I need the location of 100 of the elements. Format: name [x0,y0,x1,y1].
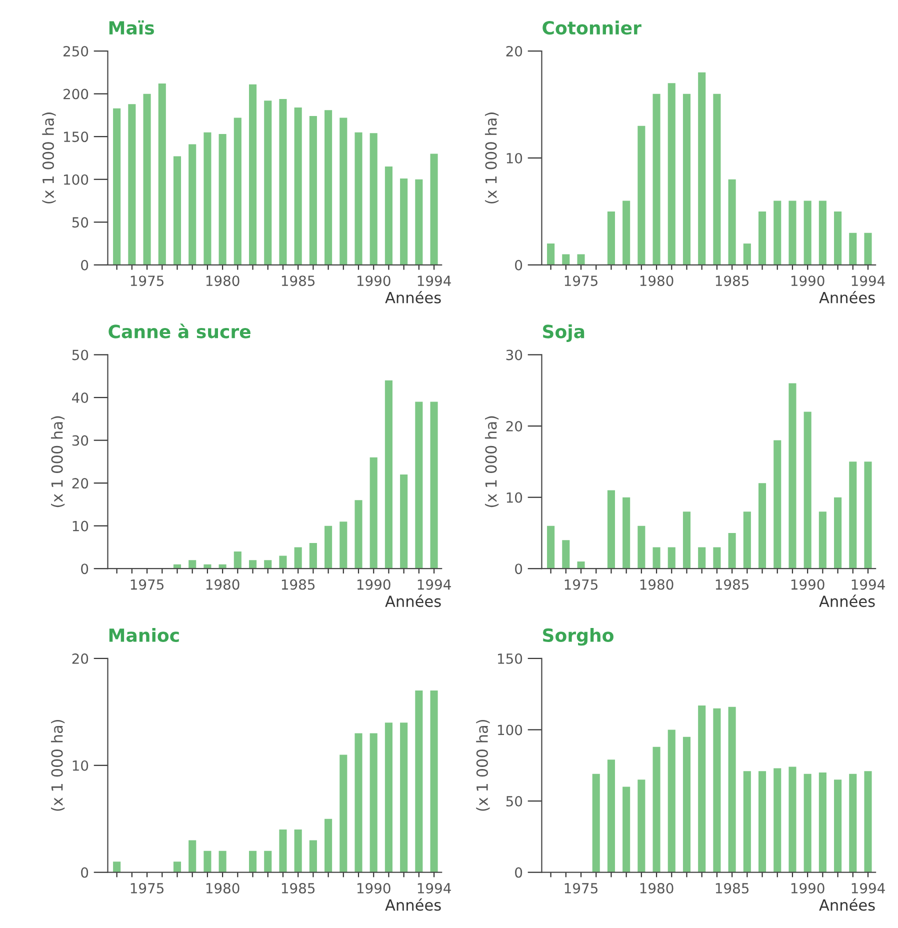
y-tick-label: 250 [64,46,88,57]
bar [430,402,438,569]
x-tick-label: 1975 [564,276,598,286]
bar [234,552,242,569]
y-tick-label: 20 [72,478,88,489]
bar [774,200,782,265]
bar [204,850,212,872]
bar [354,500,362,569]
y-tick-label: 0 [81,260,88,270]
bar [652,547,660,569]
bar [652,94,660,265]
bar [384,166,392,265]
bar [728,179,736,265]
bar [415,402,423,569]
bar [248,84,257,265]
y-axis-title: (x 1 000 ha) [42,112,56,204]
bar [668,547,676,569]
y-axis-title: (x 1 000 ha) [50,720,65,811]
x-tick-label: 1985 [716,579,749,590]
bar [804,412,812,569]
y-tick-label: 0 [515,564,522,574]
y-tick-label: 50 [506,796,522,807]
bar [309,840,317,872]
x-tick-label: 1975 [130,882,164,894]
bar [400,474,408,569]
bar [415,179,423,265]
bar [818,200,826,265]
x-tick-label: 1975 [130,579,164,590]
bar [622,497,630,569]
chart-title: Manioc [109,628,179,642]
x-tick-label: 1985 [282,276,315,286]
y-tick-label: 100 [498,724,522,736]
y-tick-label: 20 [506,421,522,432]
bar [713,708,721,872]
y-tick-label: 10 [506,152,522,164]
y-tick-label: 100 [64,174,88,185]
bar [788,200,796,265]
bar [682,512,691,569]
bar [113,862,121,872]
y-tick-label: 150 [498,653,522,664]
x-tick-label: 1994 [852,276,885,286]
bar [562,254,570,265]
bar [668,730,676,872]
x-tick-label: 1994 [418,276,451,286]
x-tick-label: 1980 [640,882,674,894]
bar [743,244,751,265]
bar [834,497,842,569]
bar [113,108,121,265]
y-tick-label: 20 [506,46,522,57]
bar [864,462,872,569]
x-tick-label: 1990 [791,882,824,894]
chart-title: Sorgho [543,628,614,646]
bar [340,754,348,872]
bar [698,706,706,872]
bar [188,560,196,569]
x-axis-title: Années [819,898,875,911]
x-tick-label: 1980 [640,276,674,286]
x-axis-title: Années [385,898,441,911]
bar [218,134,226,265]
bar [309,542,317,569]
x-tick-label: 1975 [130,276,164,286]
bar [279,830,287,872]
bar [652,746,660,872]
x-tick-label: 1985 [716,276,749,286]
bar [607,211,615,265]
bar [774,440,782,569]
chart-title: Cotonnier [542,20,642,35]
bar [370,457,378,569]
bar [143,94,151,265]
bar [400,178,408,265]
bar [547,244,555,265]
x-tick-label: 1985 [282,579,315,590]
y-tick-label: 0 [515,260,522,270]
y-tick-label: 30 [506,350,522,360]
bar [279,556,287,569]
bar [834,780,842,872]
bar [234,118,242,265]
bar [384,722,392,872]
bar [354,733,362,872]
bar [430,690,438,872]
x-tick-label: 1980 [206,276,240,286]
bar [638,126,646,265]
x-tick-label: 1990 [791,579,824,590]
y-tick-label: 0 [81,867,88,878]
bar [622,786,630,872]
bar [324,818,332,872]
y-tick-label: 10 [72,520,88,532]
bar [682,94,691,265]
bar [294,108,302,265]
bar [728,706,736,872]
bar [370,133,378,265]
bar [430,154,438,265]
bar [864,232,872,265]
bar [370,733,378,872]
chart-title: Canne à sucre [108,324,250,338]
chart-title: Maïs [109,20,154,35]
x-tick-label: 1990 [357,579,390,590]
bar [309,116,317,265]
bar [622,200,630,265]
y-tick-label: 0 [515,867,522,878]
